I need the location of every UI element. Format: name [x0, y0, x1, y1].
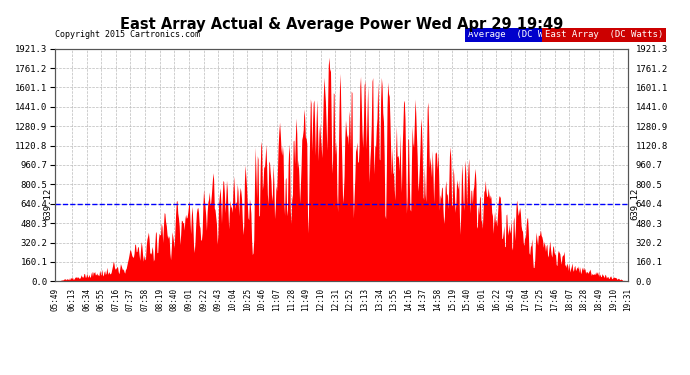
Text: 639.12: 639.12 [631, 188, 640, 220]
Title: East Array Actual & Average Power Wed Apr 29 19:49: East Array Actual & Average Power Wed Ap… [120, 17, 563, 32]
Text: 639.12: 639.12 [43, 188, 52, 220]
Text: Copyright 2015 Cartronics.com: Copyright 2015 Cartronics.com [55, 30, 200, 39]
Text: Average  (DC Watts): Average (DC Watts) [468, 30, 570, 39]
Text: East Array  (DC Watts): East Array (DC Watts) [545, 30, 663, 39]
